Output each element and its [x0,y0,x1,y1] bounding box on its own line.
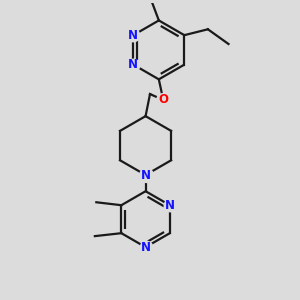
Text: N: N [165,199,175,212]
Text: N: N [128,29,138,42]
Text: N: N [141,169,151,182]
Text: O: O [158,93,168,106]
Text: N: N [141,241,151,254]
Text: N: N [128,58,138,71]
